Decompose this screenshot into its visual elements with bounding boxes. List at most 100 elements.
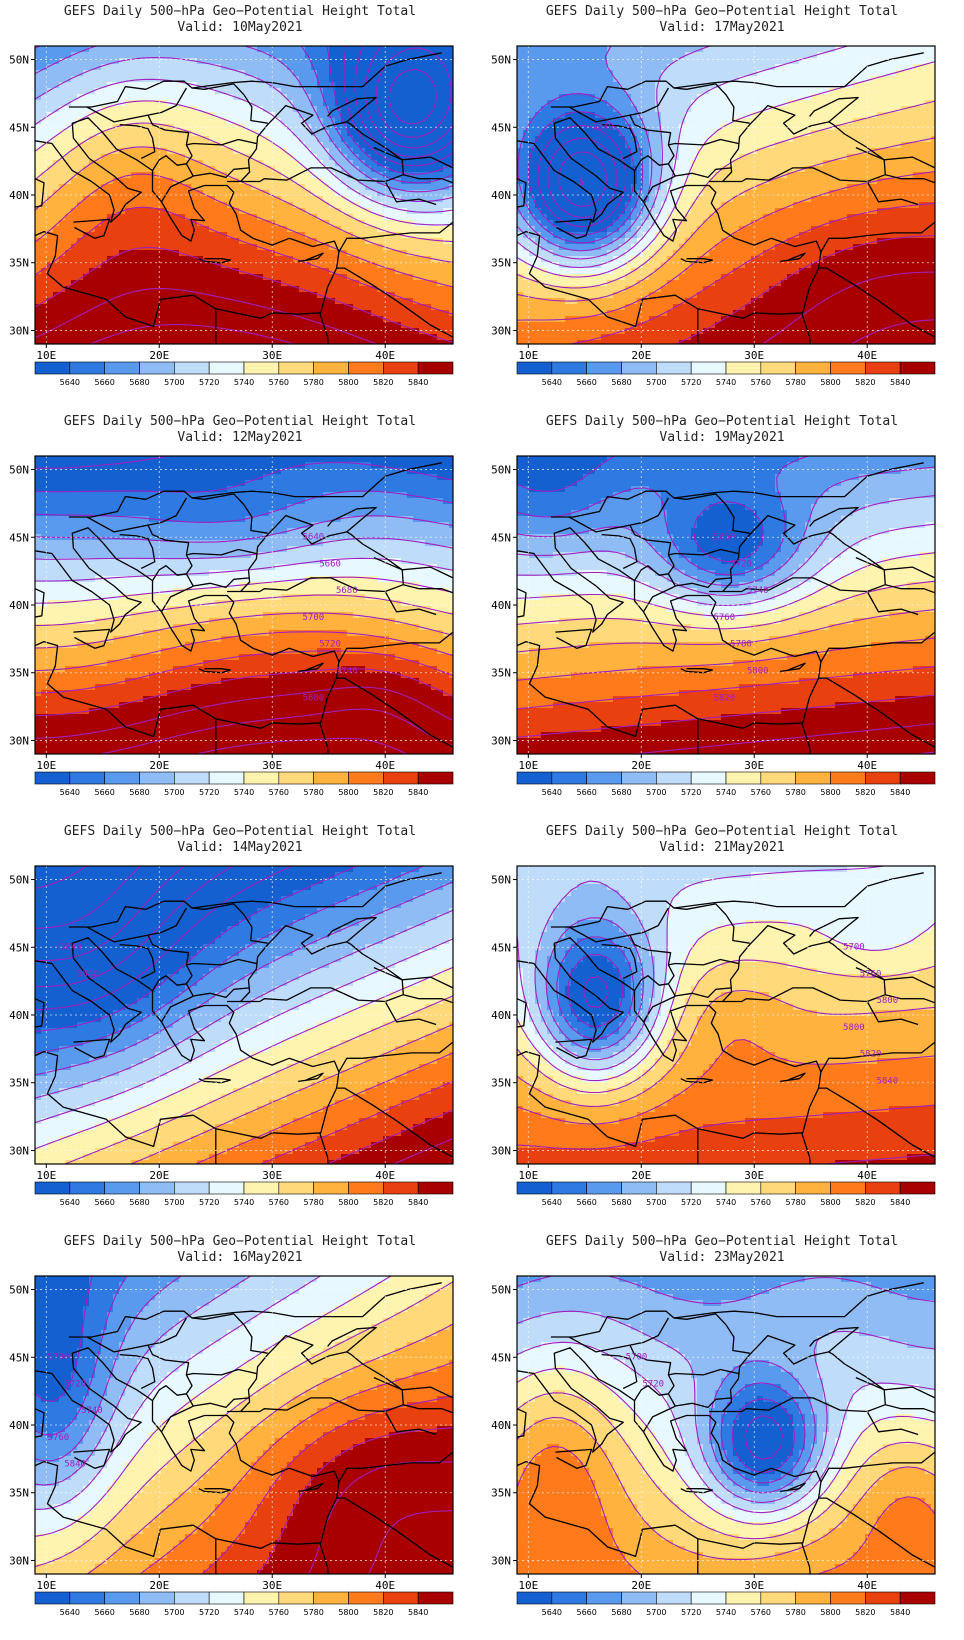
height-cell [59,202,66,209]
height-cell [799,58,806,65]
height-cell [299,142,306,149]
height-cell [425,172,432,179]
height-cell [287,220,294,227]
height-cell [311,166,318,173]
height-cell [59,124,66,131]
height-cell [167,238,174,245]
height-cell [317,280,324,287]
height-cell [371,52,378,59]
height-cell [101,184,108,191]
height-cell [137,340,144,344]
height-cell [431,232,438,239]
height-cell [407,142,414,149]
height-cell [443,262,450,269]
height-cell [431,52,438,59]
height-cell [673,124,680,131]
height-cell [53,94,60,101]
colorbar-label: 5680 [129,378,149,387]
height-cell [125,130,132,137]
height-cell [311,340,318,344]
height-cell [281,70,288,77]
height-cell [47,178,54,185]
height-cell [847,70,854,77]
height-cell [47,70,54,77]
height-cell [215,238,222,245]
height-cell [275,268,282,275]
height-cell [443,334,450,341]
height-cell [877,94,884,101]
height-cell [311,136,318,143]
height-cell [107,76,114,83]
height-cell [131,268,138,275]
height-cell [649,82,656,89]
height-cell [83,112,90,119]
height-cell [443,244,450,251]
height-cell [245,184,252,191]
height-cell [805,70,812,77]
height-cell [619,46,626,53]
height-cell [173,136,180,143]
height-cell [173,250,180,257]
height-cell [547,100,554,107]
height-cell [47,214,54,221]
height-cell [775,70,782,77]
height-cell [359,154,366,161]
height-cell [299,250,306,257]
height-cell [607,70,614,77]
height-cell [401,160,408,167]
height-cell [889,46,896,53]
height-cell [119,196,126,203]
height-cell [107,238,114,245]
height-cell [353,106,360,113]
height-cell [371,304,378,311]
height-cell [185,166,192,173]
height-cell [215,70,222,77]
colorbar-label: 5800 [338,378,358,387]
height-cell [71,250,78,257]
height-cell [341,202,348,209]
height-cell [83,256,90,263]
height-cell [709,52,716,59]
height-cell [209,244,216,251]
height-cell [281,244,288,251]
height-cell [311,286,318,293]
height-cell [95,82,102,89]
height-cell [805,64,812,71]
height-cell [847,88,854,95]
height-cell [673,46,680,53]
height-cell [71,322,78,329]
height-cell [517,112,524,119]
height-cell [799,118,806,125]
height-cell [191,136,198,143]
height-cell [601,64,608,71]
height-cell [137,184,144,191]
height-cell [739,154,746,161]
height-cell [65,274,72,281]
height-cell [83,106,90,113]
height-cell [167,250,174,257]
height-cell [119,244,126,251]
height-cell [77,250,84,257]
height-cell [239,214,246,221]
height-cell [77,136,84,143]
height-cell [275,106,282,113]
height-cell [77,64,84,71]
height-cell [823,112,830,119]
height-cell [559,148,566,155]
height-cell [529,82,536,89]
height-cell [395,76,402,83]
height-cell [341,292,348,299]
height-cell [197,142,204,149]
height-cell [245,298,252,305]
height-cell [275,238,282,245]
height-cell [323,106,330,113]
height-cell [437,274,444,281]
height-cell [341,172,348,179]
height-cell [407,136,414,143]
height-cell [865,154,872,161]
height-cell [233,52,240,59]
height-cell [59,148,66,155]
height-cell [35,106,42,113]
height-cell [41,220,48,227]
height-cell [883,52,890,59]
